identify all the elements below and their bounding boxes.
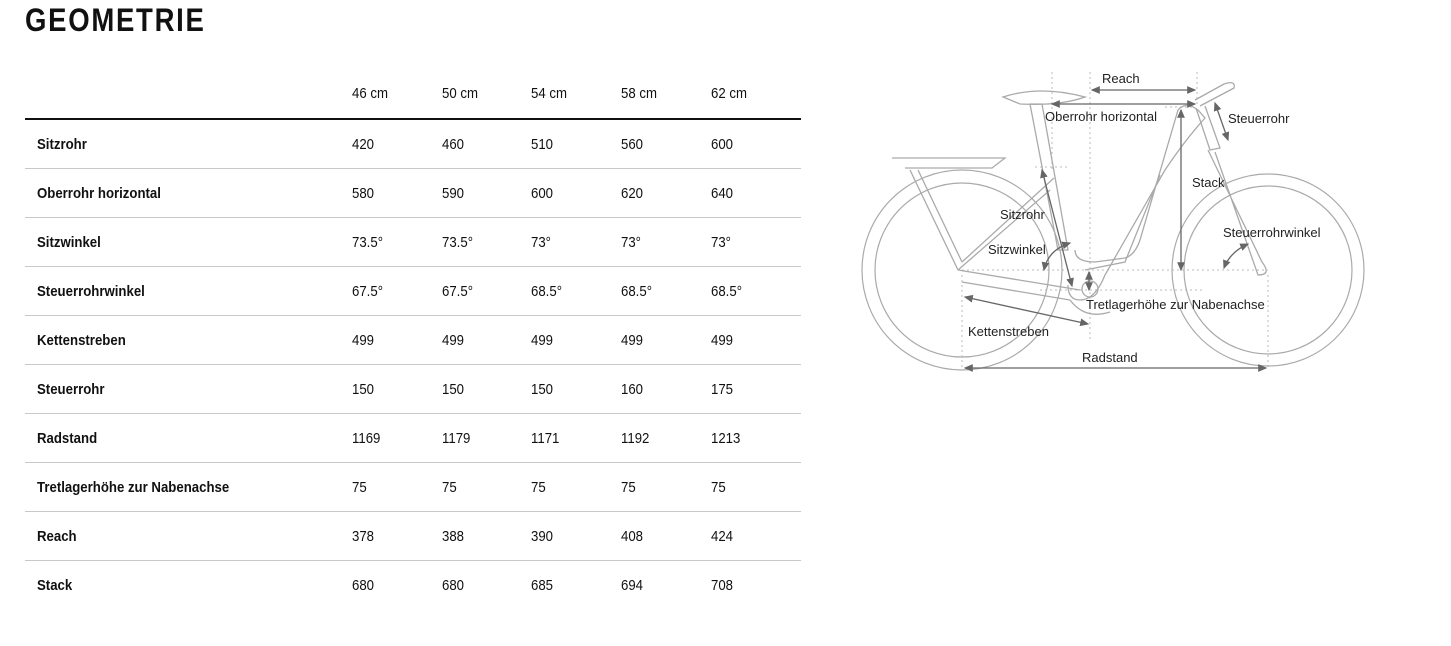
table-row: Stack 680 680 685 694 708 <box>25 561 801 610</box>
column-header: 54 cm <box>531 84 568 102</box>
cell-value: 73° <box>531 233 552 251</box>
cell-value: 73° <box>711 233 732 251</box>
measurement-arrows <box>963 86 1268 372</box>
column-header: 46 cm <box>351 84 388 102</box>
row-label: Kettenstreben <box>37 331 126 349</box>
label-sitzrohr: Sitzrohr <box>1000 207 1045 222</box>
cell-value: 68.5° <box>531 282 563 300</box>
table-row: Kettenstreben 499 499 499 499 499 <box>25 315 801 365</box>
cell-value: 150 <box>441 380 464 398</box>
row-label: Sitzwinkel <box>37 233 101 251</box>
cell-value: 640 <box>711 184 734 202</box>
cell-value: 73.5° <box>351 233 383 251</box>
cell-value: 150 <box>531 380 554 398</box>
table-row: Steuerrohrwinkel 67.5° 67.5° 68.5° 68.5° 68.5… <box>25 266 801 316</box>
cell-value: 680 <box>351 576 374 594</box>
row-label: Tretlagerhöhe zur Nabenachse <box>37 478 230 496</box>
label-steuerrohr: Steuerrohr <box>1228 111 1290 126</box>
cell-value: 68.5° <box>621 282 653 300</box>
diagram-labels: Reach Oberrohr horizontal Steuerrohr Sta… <box>968 71 1321 365</box>
cell-value: 580 <box>351 184 374 202</box>
column-header: 62 cm <box>711 84 748 102</box>
cell-value: 75 <box>621 478 636 496</box>
cell-value: 499 <box>441 331 464 349</box>
row-label: Sitzrohr <box>37 135 87 153</box>
table-row: Oberrohr horizontal 580 590 600 620 640 <box>25 168 801 218</box>
row-label: Steuerrohr <box>37 380 105 398</box>
cell-value: 73° <box>621 233 642 251</box>
cell-value: 75 <box>531 478 547 496</box>
cell-value: 73.5° <box>441 233 473 251</box>
cell-value: 600 <box>531 184 554 202</box>
column-header: 50 cm <box>441 84 478 102</box>
cell-value: 1179 <box>441 429 471 447</box>
cell-value: 600 <box>711 135 734 153</box>
cell-value: 68.5° <box>711 282 743 300</box>
table-row: Sitzwinkel 73.5° 73.5° 73° 73° 73° <box>25 217 801 267</box>
cell-value: 175 <box>711 380 734 398</box>
table-row: Radstand 1169 1179 1171 1192 1213 <box>25 413 801 463</box>
cell-value: 694 <box>621 576 644 594</box>
column-header: 58 cm <box>621 84 658 102</box>
label-oberrohr: Oberrohr horizontal <box>1045 109 1157 124</box>
cell-value: 499 <box>711 331 734 349</box>
row-label: Oberrohr horizontal <box>37 184 161 202</box>
label-kettenstreben: Kettenstreben <box>968 324 1049 339</box>
header-empty <box>25 68 352 120</box>
cell-value: 1169 <box>351 429 381 447</box>
cell-value: 390 <box>531 527 554 545</box>
label-steuerrohrwinkel: Steuerrohrwinkel <box>1223 225 1321 240</box>
label-sitzwinkel: Sitzwinkel <box>988 242 1046 257</box>
table-row: Steuerrohr 150 150 150 160 175 <box>25 364 801 414</box>
page-title: GEOMETRIE <box>25 2 206 38</box>
cell-value: 590 <box>441 184 464 202</box>
cell-value: 1213 <box>711 429 741 447</box>
cell-value: 1192 <box>621 429 650 447</box>
cell-value: 378 <box>351 527 374 545</box>
cell-value: 420 <box>351 135 374 153</box>
cell-value: 499 <box>351 331 374 349</box>
cell-value: 685 <box>531 576 554 594</box>
cell-value: 424 <box>711 527 734 545</box>
cell-value: 1171 <box>531 429 560 447</box>
cell-value: 560 <box>621 135 644 153</box>
label-stack: Stack <box>1192 175 1225 190</box>
cell-value: 67.5° <box>441 282 473 300</box>
cell-value: 75 <box>441 478 457 496</box>
label-radstand: Radstand <box>1082 350 1138 365</box>
cell-value: 408 <box>621 527 644 545</box>
table-header-row: 46 cm 50 cm 54 cm 58 cm 62 cm <box>25 68 801 120</box>
cell-value: 75 <box>351 478 367 496</box>
cell-value: 150 <box>351 380 374 398</box>
table-row: Reach 378 388 390 408 424 <box>25 511 801 561</box>
row-label: Stack <box>37 576 73 594</box>
cell-value: 388 <box>441 527 464 545</box>
cell-value: 75 <box>711 478 726 496</box>
row-label: Steuerrohrwinkel <box>37 282 145 300</box>
label-tretlager: Tretlagerhöhe zur Nabenachse <box>1086 297 1265 312</box>
cell-value: 499 <box>621 331 644 349</box>
label-reach: Reach <box>1102 71 1140 86</box>
cell-value: 680 <box>441 576 464 594</box>
row-label: Reach <box>37 527 77 545</box>
guide-lines <box>961 72 1269 370</box>
cell-value: 460 <box>441 135 464 153</box>
cell-value: 510 <box>531 135 554 153</box>
cell-value: 499 <box>531 331 554 349</box>
table-row: Tretlagerhöhe zur Nabenachse 75 75 75 75 75 <box>25 462 801 512</box>
cell-value: 620 <box>621 184 644 202</box>
table-row: Sitzrohr 420 460 510 560 600 <box>25 119 801 169</box>
row-label: Radstand <box>37 429 98 447</box>
geometry-table: 46 cm 50 cm 54 cm 58 cm 62 cm Sitzrohr 42… <box>25 68 801 609</box>
cell-value: 160 <box>621 380 644 398</box>
cell-value: 708 <box>711 576 734 594</box>
cell-value: 67.5° <box>351 282 383 300</box>
